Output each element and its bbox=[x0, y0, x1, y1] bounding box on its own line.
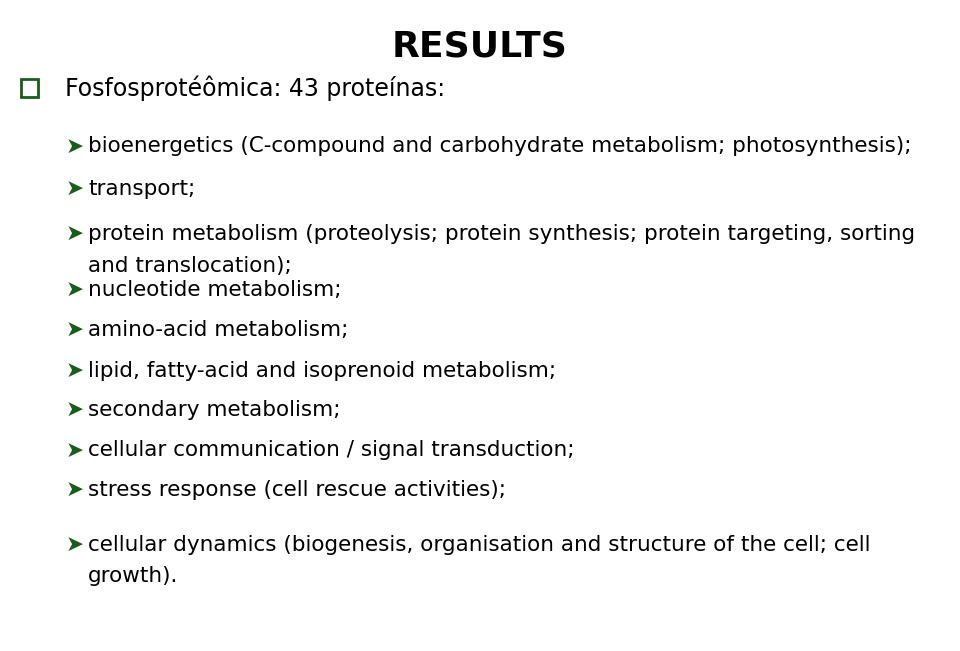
Text: cellular communication / signal transduction;: cellular communication / signal transduc… bbox=[88, 441, 575, 460]
Text: ➤: ➤ bbox=[65, 179, 84, 199]
Text: stress response (cell rescue activities);: stress response (cell rescue activities)… bbox=[88, 480, 506, 500]
Text: bioenergetics (C-compound and carbohydrate metabolism; photosynthesis);: bioenergetics (C-compound and carbohydra… bbox=[88, 137, 912, 156]
Text: ➤: ➤ bbox=[65, 441, 84, 460]
Text: Fosfosprotéômica: 43 proteínas:: Fosfosprotéômica: 43 proteínas: bbox=[65, 75, 445, 101]
Text: ➤: ➤ bbox=[65, 480, 84, 500]
Text: ➤: ➤ bbox=[65, 280, 84, 299]
Text: and translocation);: and translocation); bbox=[88, 256, 292, 275]
Text: transport;: transport; bbox=[88, 179, 196, 199]
Text: ➤: ➤ bbox=[65, 361, 84, 381]
Text: growth).: growth). bbox=[88, 566, 179, 586]
FancyBboxPatch shape bbox=[21, 79, 38, 96]
Text: ➤: ➤ bbox=[65, 225, 84, 244]
Text: secondary metabolism;: secondary metabolism; bbox=[88, 400, 341, 420]
Text: amino-acid metabolism;: amino-acid metabolism; bbox=[88, 320, 348, 340]
Text: ➤: ➤ bbox=[65, 137, 84, 156]
Text: ➤: ➤ bbox=[65, 535, 84, 555]
Text: protein metabolism (proteolysis; protein synthesis; protein targeting, sorting: protein metabolism (proteolysis; protein… bbox=[88, 225, 916, 244]
Text: cellular dynamics (biogenesis, organisation and structure of the cell; cell: cellular dynamics (biogenesis, organisat… bbox=[88, 535, 871, 555]
Text: nucleotide metabolism;: nucleotide metabolism; bbox=[88, 280, 342, 299]
Text: lipid, fatty-acid and isoprenoid metabolism;: lipid, fatty-acid and isoprenoid metabol… bbox=[88, 361, 557, 381]
Text: ➤: ➤ bbox=[65, 320, 84, 340]
Text: ➤: ➤ bbox=[65, 400, 84, 420]
Text: RESULTS: RESULTS bbox=[392, 29, 568, 63]
